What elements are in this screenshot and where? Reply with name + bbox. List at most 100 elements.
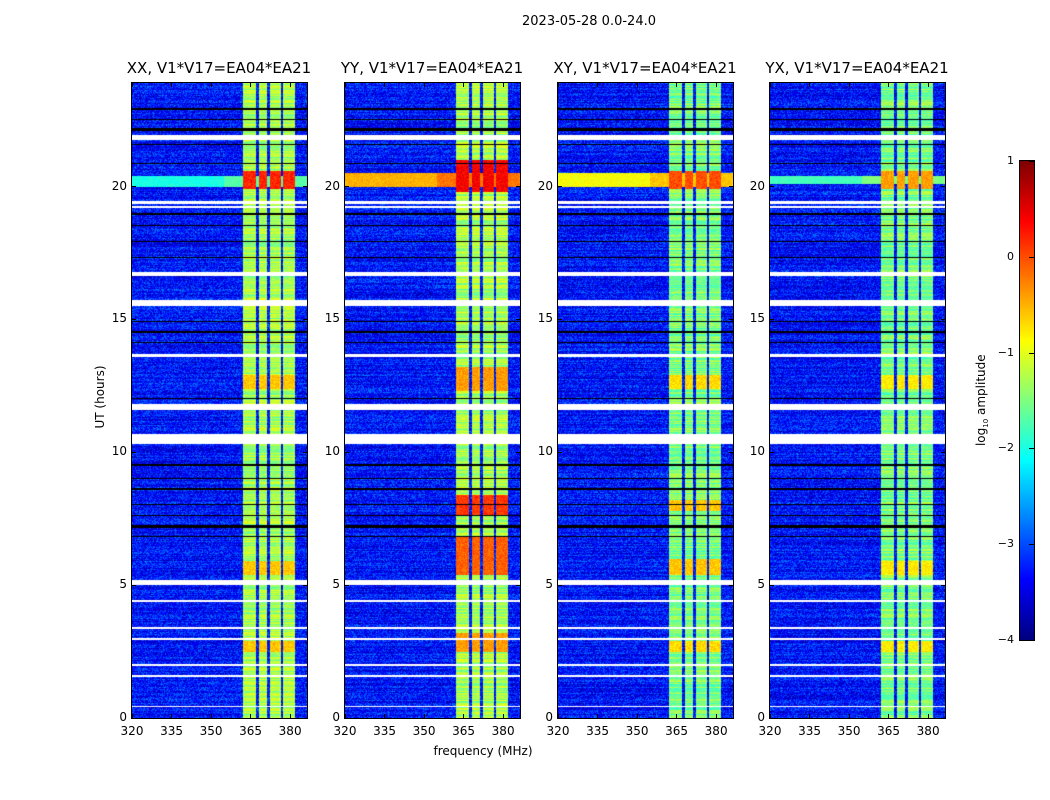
y-tick-label: 0 bbox=[119, 710, 127, 724]
y-tick-mark bbox=[558, 318, 562, 320]
y-tick-mark bbox=[941, 186, 945, 188]
colorbar-gradient bbox=[1020, 161, 1034, 640]
y-tick-mark bbox=[303, 717, 307, 719]
colorbar-tick-label: 0 bbox=[1007, 249, 1014, 263]
y-tick-label: 20 bbox=[111, 178, 127, 193]
x-tick-label: 320 bbox=[758, 724, 782, 738]
heatmap-panel bbox=[557, 82, 734, 719]
y-tick-mark bbox=[558, 186, 562, 188]
x-tick-mark bbox=[210, 83, 212, 87]
x-tick-mark bbox=[344, 714, 346, 718]
x-tick-mark bbox=[171, 714, 173, 718]
colorbar-tick-label: 1 bbox=[1007, 154, 1014, 167]
panel-title: YX, V1*V17=EA04*EA21 bbox=[765, 59, 949, 77]
y-tick-label: 5 bbox=[332, 577, 340, 592]
y-tick-label: 10 bbox=[111, 444, 127, 459]
x-tick-label: 335 bbox=[373, 724, 396, 738]
colorbar-tick-label: −1 bbox=[997, 345, 1014, 359]
x-tick-mark bbox=[131, 714, 133, 718]
heatmap-image bbox=[770, 83, 945, 718]
y-tick-mark bbox=[132, 451, 136, 453]
y-axis-label: UT (hours) bbox=[93, 365, 107, 429]
x-tick-mark bbox=[502, 714, 504, 718]
x-tick-label: 365 bbox=[452, 724, 476, 738]
y-tick-label: 0 bbox=[332, 710, 340, 724]
y-tick-label: 10 bbox=[749, 444, 765, 459]
y-tick-mark bbox=[345, 717, 349, 719]
y-tick-mark bbox=[516, 318, 520, 320]
y-tick-mark bbox=[729, 186, 733, 188]
y-tick-mark bbox=[941, 451, 945, 453]
y-tick-label: 5 bbox=[757, 577, 765, 592]
y-tick-label: 15 bbox=[324, 311, 340, 326]
colorbar-tick-mark bbox=[1029, 448, 1034, 450]
heatmap-panel bbox=[131, 82, 308, 719]
x-tick-mark bbox=[597, 714, 599, 718]
y-tick-mark bbox=[558, 584, 562, 586]
x-tick-mark bbox=[289, 83, 291, 87]
x-tick-mark bbox=[210, 714, 212, 718]
x-tick-label: 380 bbox=[704, 724, 728, 738]
x-tick-mark bbox=[384, 83, 386, 87]
heatmap-image bbox=[132, 83, 307, 718]
y-tick-mark bbox=[516, 584, 520, 586]
y-tick-label: 15 bbox=[537, 311, 553, 326]
y-tick-mark bbox=[132, 318, 136, 320]
y-tick-mark bbox=[345, 584, 349, 586]
y-tick-label: 15 bbox=[749, 311, 765, 326]
colorbar-tick-mark bbox=[1029, 544, 1034, 546]
y-tick-mark bbox=[132, 186, 136, 188]
y-tick-mark bbox=[345, 318, 349, 320]
y-tick-mark bbox=[729, 318, 733, 320]
y-tick-label: 20 bbox=[749, 178, 765, 193]
x-tick-mark bbox=[636, 83, 638, 87]
x-tick-mark bbox=[250, 83, 252, 87]
x-tick-mark bbox=[848, 83, 850, 87]
x-axis-label: frequency (MHz) bbox=[433, 744, 533, 758]
colorbar-tick-mark bbox=[1029, 640, 1034, 641]
y-tick-mark bbox=[516, 451, 520, 453]
y-tick-mark bbox=[770, 584, 774, 586]
x-tick-mark bbox=[384, 714, 386, 718]
heatmap-panel bbox=[769, 82, 946, 719]
x-tick-mark bbox=[597, 83, 599, 87]
x-tick-mark bbox=[927, 83, 929, 87]
x-tick-mark bbox=[927, 714, 929, 718]
x-tick-mark bbox=[809, 714, 811, 718]
y-tick-mark bbox=[729, 717, 733, 719]
y-tick-label: 10 bbox=[324, 444, 340, 459]
x-tick-label: 380 bbox=[278, 724, 302, 738]
y-tick-mark bbox=[345, 451, 349, 453]
y-tick-label: 10 bbox=[537, 444, 553, 459]
x-tick-mark bbox=[250, 714, 252, 718]
y-tick-mark bbox=[729, 451, 733, 453]
x-tick-label: 350 bbox=[199, 724, 223, 738]
y-tick-mark bbox=[770, 717, 774, 719]
x-tick-mark bbox=[848, 714, 850, 718]
y-tick-mark bbox=[941, 318, 945, 320]
y-tick-mark bbox=[770, 451, 774, 453]
colorbar bbox=[1019, 160, 1035, 641]
y-tick-mark bbox=[941, 717, 945, 719]
panel-title: XX, V1*V17=EA04*EA21 bbox=[126, 59, 312, 77]
y-tick-label: 0 bbox=[545, 710, 553, 724]
y-tick-mark bbox=[303, 186, 307, 188]
x-tick-label: 350 bbox=[837, 724, 861, 738]
y-tick-label: 0 bbox=[757, 710, 765, 724]
x-tick-label: 320 bbox=[546, 724, 570, 738]
x-tick-mark bbox=[715, 714, 717, 718]
x-tick-mark bbox=[289, 714, 291, 718]
x-tick-mark bbox=[636, 714, 638, 718]
y-tick-mark bbox=[345, 186, 349, 188]
x-tick-mark bbox=[557, 83, 559, 87]
x-tick-label: 320 bbox=[333, 724, 357, 738]
x-tick-mark bbox=[423, 83, 425, 87]
x-tick-label: 365 bbox=[239, 724, 263, 738]
x-tick-label: 335 bbox=[160, 724, 183, 738]
x-tick-mark bbox=[557, 714, 559, 718]
x-tick-mark bbox=[423, 714, 425, 718]
colorbar-tick-mark bbox=[1029, 352, 1034, 354]
x-tick-label: 350 bbox=[625, 724, 649, 738]
y-tick-mark bbox=[132, 584, 136, 586]
